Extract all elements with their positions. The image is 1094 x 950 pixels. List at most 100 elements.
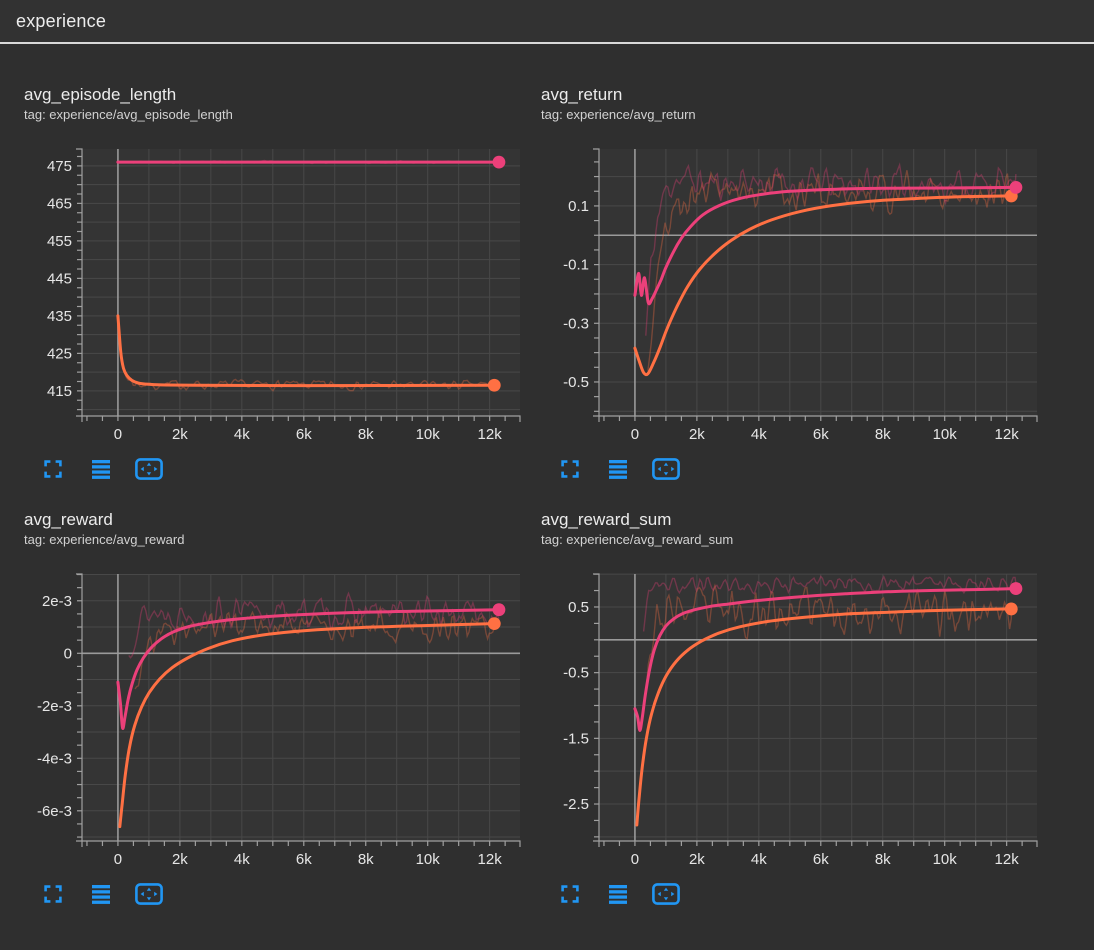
expand-button[interactable] [555, 881, 585, 909]
y-tick-label: 0 [64, 645, 72, 662]
x-tick-label: 6k [296, 851, 312, 868]
fit-to-view-icon [134, 456, 164, 485]
chart-card-avg_return: avg_return tag: experience/avg_return 0 2… [531, 84, 1041, 498]
chart-tag: tag: experience/avg_reward_sum [541, 532, 734, 547]
expand-icon [41, 882, 65, 909]
chart-tag: tag: experience/avg_return [541, 107, 696, 122]
section-title: experience [16, 10, 107, 31]
fit-to-view-button[interactable] [651, 456, 681, 484]
y-tick-label: 455 [47, 233, 72, 250]
y-tick-label: -2e-3 [37, 698, 72, 715]
data-series-icon [606, 457, 630, 484]
x-tick-label: 0 [631, 426, 639, 443]
chart-canvas[interactable]: 0 2k 4k 6k 8k 10k 12k 475 465 455 445 435 425 415 [14, 141, 524, 449]
x-tick-label: 2k [689, 851, 705, 868]
data-series-icon [89, 457, 113, 484]
x-tick-label: 4k [751, 851, 767, 868]
data-series-button[interactable] [86, 456, 116, 484]
expand-button[interactable] [38, 456, 68, 484]
fit-to-view-icon [651, 456, 681, 485]
x-tick-label: 2k [689, 426, 705, 443]
x-tick-label: 2k [172, 851, 188, 868]
x-tick-label: 8k [875, 426, 891, 443]
chart-card-avg_reward: avg_reward tag: experience/avg_reward 0 2… [14, 509, 524, 923]
x-tick-label: 12k [995, 851, 1020, 868]
y-tick-label: 415 [47, 383, 72, 400]
x-tick-label: 6k [813, 851, 829, 868]
run-pink-smoothed-endpoint-dot[interactable] [492, 603, 506, 617]
x-tick-label: 10k [416, 851, 441, 868]
x-tick-label: 0 [631, 851, 639, 868]
x-tick-label: 12k [995, 426, 1020, 443]
y-tick-label: -6e-3 [37, 803, 72, 820]
x-tick-label: 12k [478, 851, 503, 868]
expand-icon [558, 457, 582, 484]
chart-title: avg_episode_length [24, 85, 177, 104]
x-tick-label: 0 [114, 851, 122, 868]
x-tick-label: 8k [358, 851, 374, 868]
y-tick-label: 475 [47, 158, 72, 175]
chart-card-avg_reward_sum: avg_reward_sum tag: experience/avg_rewar… [531, 509, 1041, 923]
chart-toolbar [531, 456, 1041, 484]
y-tick-label: 0.5 [568, 599, 589, 616]
data-series-button[interactable] [603, 456, 633, 484]
chart-card-avg_episode_length: avg_episode_length tag: experience/avg_e… [14, 84, 524, 498]
y-tick-label: 425 [47, 345, 72, 362]
chart-tag: tag: experience/avg_episode_length [24, 107, 233, 122]
run-orange-smoothed-endpoint-dot[interactable] [487, 378, 501, 392]
y-tick-label: -1.5 [563, 730, 589, 747]
run-pink-smoothed-endpoint-dot[interactable] [1009, 582, 1023, 595]
x-tick-label: 10k [933, 851, 958, 868]
chart-tag: tag: experience/avg_reward [24, 532, 185, 547]
y-tick-label: -0.5 [563, 374, 589, 391]
expand-button[interactable] [38, 881, 68, 909]
chart-canvas[interactable]: 0 2k 4k 6k 8k 10k 12k 2e-3 0 -2e-3 -4e-3 -6e-3 [14, 566, 524, 874]
data-series-button[interactable] [86, 881, 116, 909]
run-pink-smoothed-endpoint-dot[interactable] [492, 155, 506, 169]
y-tick-label: 2e-3 [42, 593, 72, 610]
y-tick-label: -0.1 [563, 257, 589, 274]
data-series-icon [89, 882, 113, 909]
fit-to-view-icon [134, 881, 164, 910]
x-tick-label: 10k [416, 426, 441, 443]
data-series-button[interactable] [603, 881, 633, 909]
chart-title: avg_return [541, 85, 623, 104]
run-orange-smoothed-endpoint-dot[interactable] [1004, 602, 1018, 616]
x-tick-label: 2k [172, 426, 188, 443]
y-tick-label: 0.1 [568, 198, 589, 215]
chart-toolbar [14, 456, 524, 484]
fit-to-view-button[interactable] [651, 881, 681, 909]
y-tick-label: 465 [47, 195, 72, 212]
fit-to-view-icon [651, 881, 681, 910]
section-header[interactable]: experience [0, 0, 1094, 44]
chart-title: avg_reward [24, 510, 113, 529]
y-tick-label: -0.5 [563, 665, 589, 682]
y-tick-label: 445 [47, 270, 72, 287]
expand-button[interactable] [555, 456, 585, 484]
y-tick-label: 435 [47, 308, 72, 325]
chart-title: avg_reward_sum [541, 510, 672, 529]
fit-to-view-button[interactable] [134, 456, 164, 484]
x-tick-label: 0 [114, 426, 122, 443]
x-tick-label: 12k [478, 426, 503, 443]
x-tick-label: 4k [234, 426, 250, 443]
charts-grid: avg_episode_length tag: experience/avg_e… [0, 44, 1094, 948]
data-series-icon [606, 882, 630, 909]
expand-icon [558, 882, 582, 909]
run-pink-smoothed-endpoint-dot[interactable] [1009, 181, 1023, 194]
chart-canvas[interactable]: 0 2k 4k 6k 8k 10k 12k 0.1 -0.1 -0.3 -0.5 [531, 141, 1041, 449]
y-tick-label: -0.3 [563, 315, 589, 332]
fit-to-view-button[interactable] [134, 881, 164, 909]
y-tick-label: -4e-3 [37, 750, 72, 767]
x-tick-label: 6k [813, 426, 829, 443]
x-tick-label: 4k [234, 851, 250, 868]
chart-toolbar [14, 881, 524, 909]
x-tick-label: 10k [933, 426, 958, 443]
x-tick-label: 4k [751, 426, 767, 443]
run-orange-smoothed-endpoint-dot[interactable] [487, 617, 501, 631]
chart-canvas[interactable]: 0 2k 4k 6k 8k 10k 12k 0.5 -0.5 -1.5 -2.5 [531, 566, 1041, 874]
y-tick-label: -2.5 [563, 796, 589, 813]
x-tick-label: 8k [875, 851, 891, 868]
x-tick-label: 6k [296, 426, 312, 443]
chart-toolbar [531, 881, 1041, 909]
